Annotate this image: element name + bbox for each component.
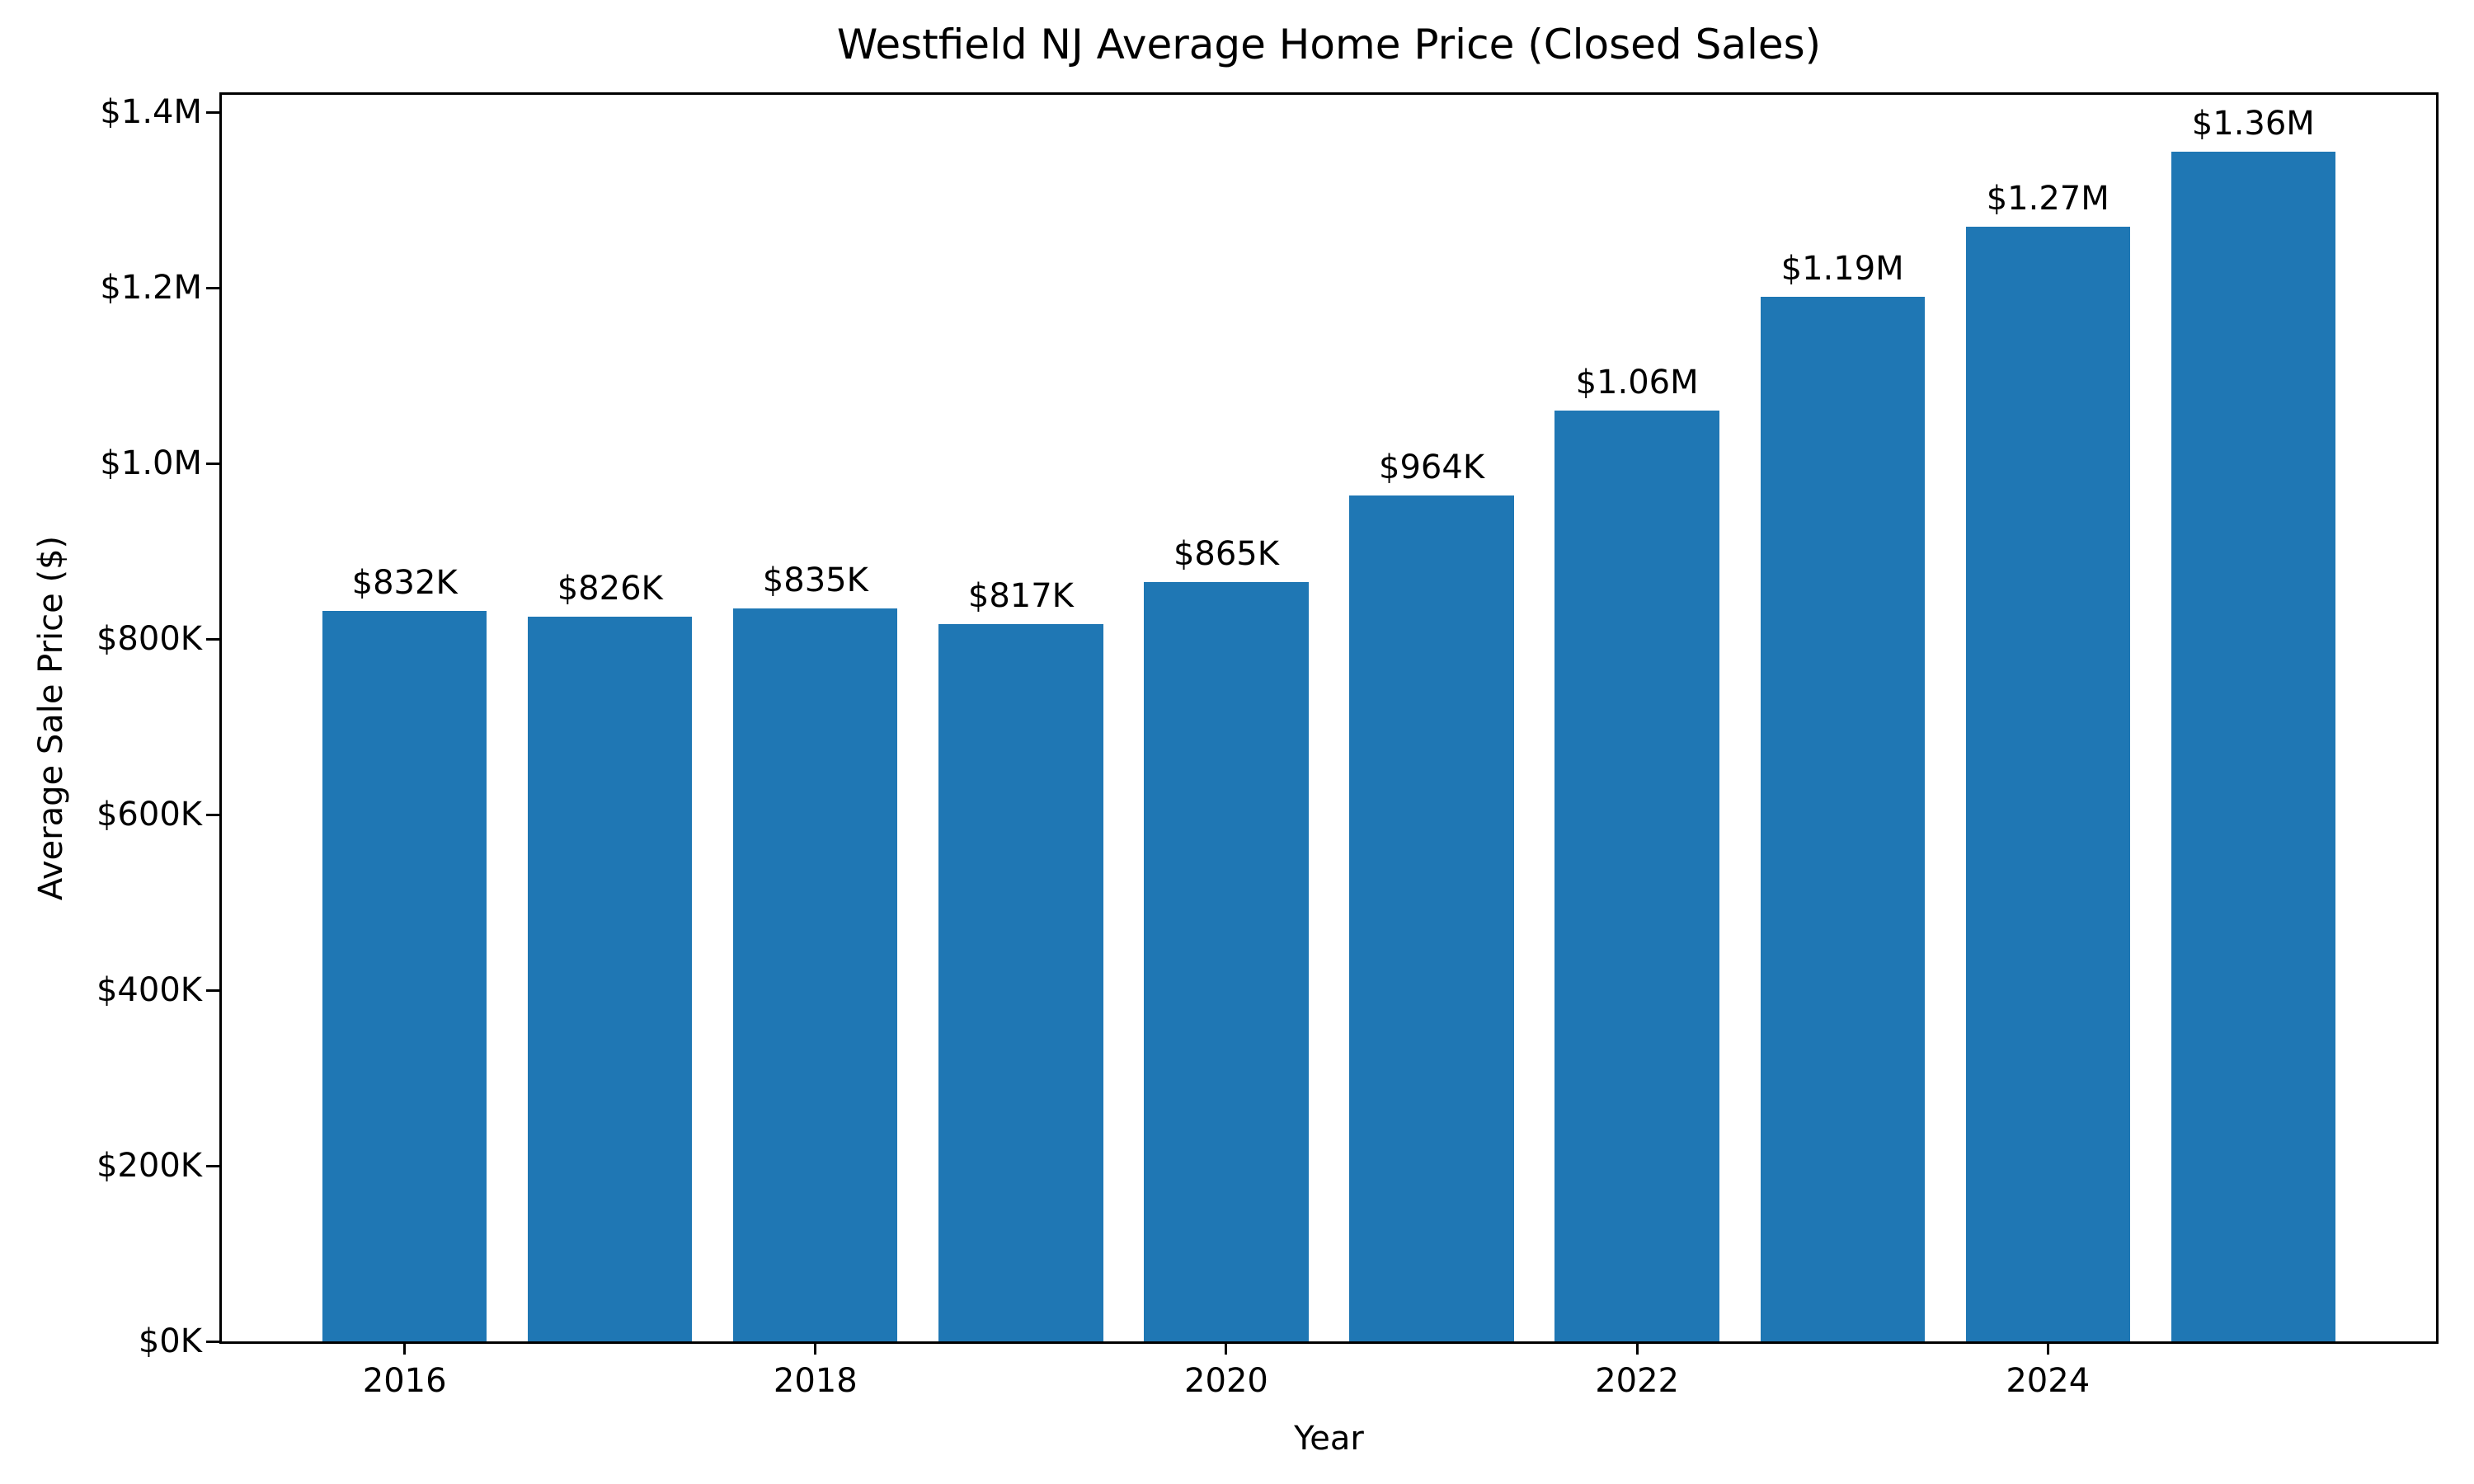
- bar-2022: [1554, 411, 1719, 1341]
- x-tick-label: 2022: [1595, 1362, 1679, 1400]
- x-tick-label: 2018: [773, 1362, 858, 1400]
- bar-value-label-2022: $1.06M: [1575, 364, 1699, 402]
- bar-value-label-2017: $826K: [557, 569, 663, 608]
- y-tick-label: $1.2M: [100, 269, 202, 308]
- bar-2017: [528, 616, 693, 1341]
- x-tick-mark: [1635, 1341, 1639, 1355]
- bar-2018: [733, 608, 898, 1341]
- plot-area: $832K $826K $835K $817K $865K $964K $1.06M $1.1…: [96, 92, 2439, 1400]
- y-tick-mark: [206, 286, 219, 289]
- bar-value-label-2025: $1.36M: [2191, 105, 2315, 143]
- bar-2025: [2171, 152, 2335, 1341]
- bar-2019: [938, 624, 1103, 1341]
- y-tick-label: $1.0M: [100, 444, 202, 483]
- bar-value-label-2018: $835K: [762, 561, 868, 599]
- y-tick-mark: [206, 637, 219, 641]
- y-tick-label: $400K: [96, 971, 202, 1010]
- y-tick-mark: [206, 110, 219, 114]
- y-tick-mark: [206, 813, 219, 816]
- bar-value-label-2016: $832K: [351, 564, 458, 603]
- y-tick-label: $800K: [96, 620, 202, 659]
- x-tick-mark: [403, 1341, 407, 1355]
- bar-value-label-2020: $865K: [1173, 534, 1279, 573]
- y-axis-label: Average Sale Price ($): [32, 535, 70, 901]
- x-tick-label: 2024: [2006, 1362, 2091, 1400]
- x-axis-label: Year: [1294, 1420, 1364, 1458]
- y-tick-label: $600K: [96, 796, 202, 834]
- bar-value-label-2024: $1.27M: [1986, 179, 2109, 218]
- y-tick-mark: [206, 1164, 219, 1167]
- y-tick-label: $1.4M: [100, 93, 202, 132]
- y-tick-mark: [206, 1340, 219, 1343]
- y-tick-mark: [206, 462, 219, 465]
- x-tick-mark: [2046, 1341, 2049, 1355]
- x-tick-mark: [814, 1341, 817, 1355]
- x-tick-label: 2020: [1184, 1362, 1268, 1400]
- bar-2020: [1144, 581, 1309, 1341]
- bar-2023: [1760, 296, 1925, 1341]
- bar-value-label-2021: $964K: [1379, 448, 1485, 486]
- x-tick-label: 2016: [362, 1362, 447, 1400]
- chart-title: Westfield NJ Average Home Price (Closed …: [836, 21, 1822, 68]
- y-tick-label: $200K: [96, 1147, 202, 1186]
- bar-value-label-2019: $817K: [967, 577, 1074, 616]
- bar-2021: [1349, 495, 1514, 1341]
- bar-value-label-2023: $1.19M: [1780, 249, 1904, 288]
- x-tick-mark: [1225, 1341, 1228, 1355]
- bar-2024: [1965, 226, 2130, 1341]
- y-tick-label: $0K: [138, 1322, 202, 1360]
- bar-2016: [322, 611, 487, 1341]
- y-tick-mark: [206, 989, 219, 992]
